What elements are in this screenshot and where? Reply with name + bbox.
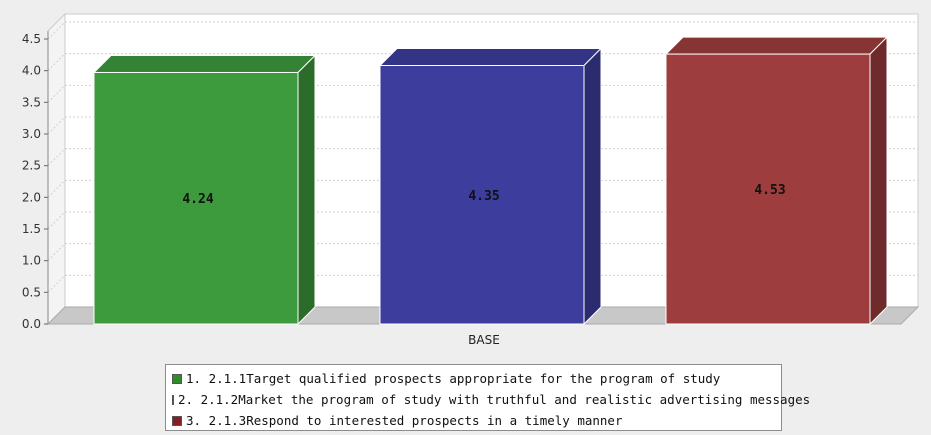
- gridline: [47, 148, 66, 167]
- y-tick-label: 2.5: [22, 159, 41, 173]
- bar-side-face: [869, 35, 888, 326]
- y-tick-label: 3.0: [22, 127, 41, 141]
- bar-data-label: 4.53: [754, 183, 785, 198]
- y-tick-label: 2.0: [22, 190, 41, 204]
- legend-swatch-icon: [172, 415, 182, 426]
- chart-legend: 1. 2.1.1Target qualified prospects appro…: [165, 364, 810, 431]
- x-category-label: BASE: [468, 333, 500, 347]
- y-tick-label: 0.0: [22, 317, 41, 331]
- gridline: [47, 211, 66, 230]
- gridline: [47, 274, 66, 293]
- bar-side-face: [583, 47, 602, 326]
- y-tick-label: 4.0: [22, 64, 41, 78]
- bar-data-label: 4.35: [468, 189, 499, 204]
- bar-data-label: 4.24: [182, 192, 213, 207]
- legend-label: 1. 2.1.1Target qualified prospects appro…: [186, 371, 721, 386]
- bar: [93, 71, 299, 325]
- bar-top-face: [92, 54, 317, 73]
- bar: [665, 53, 871, 325]
- y-tick-label: 1.5: [22, 222, 41, 236]
- gridline: [47, 84, 66, 103]
- legend-swatch-icon: [172, 373, 182, 384]
- bar: [379, 65, 585, 325]
- gridline: [47, 243, 66, 262]
- bar-side-face: [297, 54, 316, 326]
- legend-item: 1. 2.1.1Target qualified prospects appro…: [170, 368, 777, 389]
- legend-item: 3. 2.1.3Respond to interested prospects …: [170, 410, 777, 431]
- bar-top-face: [378, 48, 603, 66]
- y-tick-label: 4.5: [22, 32, 41, 46]
- legend-swatch-icon: [172, 394, 174, 405]
- gridline: [47, 116, 66, 135]
- y-tick-label: 0.5: [22, 285, 41, 299]
- legend-label: 2. 2.1.2Market the program of study with…: [178, 392, 811, 407]
- gridline: [47, 53, 66, 72]
- bar-top-face: [664, 36, 889, 55]
- y-tick-label: 3.5: [22, 95, 41, 109]
- y-tick-label: 1.0: [22, 254, 41, 268]
- legend-item: 2. 2.1.2Market the program of study with…: [170, 389, 810, 410]
- gridline: [47, 179, 66, 198]
- legend-label: 3. 2.1.3Respond to interested prospects …: [186, 413, 623, 428]
- gridline: [47, 21, 66, 40]
